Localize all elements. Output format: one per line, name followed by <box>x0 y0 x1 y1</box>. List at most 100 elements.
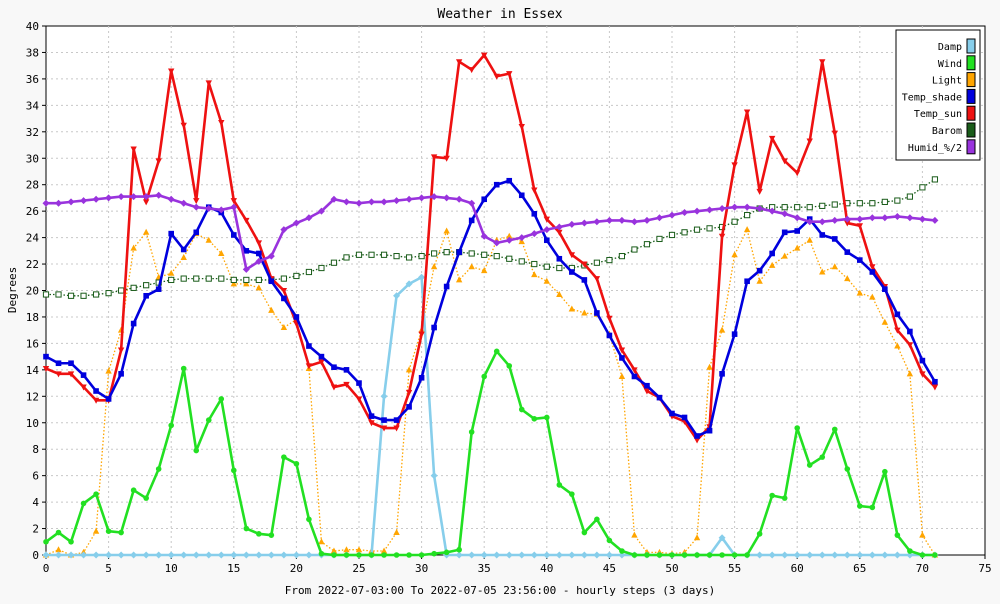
y-tick-label: 12 <box>26 390 39 403</box>
data-point-wind <box>155 466 162 472</box>
data-point-humid-2 <box>906 214 914 222</box>
data-point-light <box>844 275 851 282</box>
data-point-humid-2 <box>618 216 626 224</box>
data-point-humid-2 <box>630 218 638 226</box>
series-temp-sun <box>42 52 939 444</box>
data-point-damp <box>280 551 288 559</box>
x-tick-label: 60 <box>791 562 804 575</box>
data-point-wind <box>130 487 137 493</box>
data-point-damp <box>505 551 513 559</box>
data-point-wind <box>418 552 425 558</box>
data-point-wind <box>681 552 688 558</box>
data-point-barom <box>656 235 663 243</box>
data-point-temp-shade <box>343 367 350 373</box>
data-point-temp-shade <box>706 427 713 434</box>
data-point-temp-shade <box>193 229 200 236</box>
data-point-barom <box>543 263 550 270</box>
data-point-barom <box>894 197 901 204</box>
data-point-barom <box>681 229 688 236</box>
data-point-humid-2 <box>881 214 889 222</box>
data-point-temp-shade <box>844 249 851 255</box>
data-point-damp <box>605 551 613 559</box>
data-point-barom <box>318 264 325 272</box>
data-point-temp-sun <box>42 366 50 373</box>
data-point-wind <box>243 525 250 532</box>
data-point-barom <box>355 251 363 258</box>
legend-label-temp-sun: Temp_sun <box>914 109 962 120</box>
data-point-humid-2 <box>580 219 588 227</box>
data-point-temp-shade <box>468 217 475 224</box>
data-point-damp <box>117 551 125 559</box>
legend-swatch-damp <box>966 38 976 54</box>
data-point-barom <box>405 254 413 261</box>
data-point-temp-sun <box>631 367 638 374</box>
data-point-humid-2 <box>568 220 576 228</box>
data-point-wind <box>456 546 462 553</box>
data-point-temp-shade <box>869 269 876 275</box>
data-point-temp-sun <box>455 59 463 66</box>
y-tick-label: 28 <box>26 179 39 192</box>
data-point-wind <box>744 552 750 558</box>
data-point-temp-shade <box>231 232 237 238</box>
y-tick-label: 24 <box>26 232 40 245</box>
data-point-light <box>443 227 450 234</box>
data-point-temp-shade <box>644 382 650 389</box>
data-point-wind <box>443 549 450 556</box>
data-point-temp-shade <box>268 278 275 285</box>
data-point-wind <box>769 492 775 499</box>
data-point-barom <box>55 291 62 298</box>
y-tick-label: 0 <box>32 549 39 562</box>
x-tick-label: 65 <box>853 562 866 575</box>
data-point-temp-shade <box>55 360 62 367</box>
data-point-damp <box>192 551 200 559</box>
data-point-humid-2 <box>693 207 701 215</box>
data-point-light <box>468 263 475 270</box>
data-point-humid-2 <box>655 214 663 222</box>
data-point-barom <box>493 253 500 260</box>
data-point-temp-shade <box>719 371 725 377</box>
data-point-damp <box>405 280 413 288</box>
data-point-temp-sun <box>743 109 751 116</box>
data-point-temp-shade <box>681 414 688 421</box>
data-point-temp-shade <box>406 404 412 410</box>
data-point-temp-sun <box>330 384 338 391</box>
data-point-light <box>618 372 626 379</box>
data-point-damp <box>543 551 551 559</box>
data-point-damp <box>42 551 50 559</box>
data-point-humid-2 <box>192 203 200 211</box>
data-point-humid-2 <box>317 207 325 215</box>
data-point-temp-sun <box>218 120 225 127</box>
data-point-barom <box>380 251 388 258</box>
data-point-light <box>693 534 701 541</box>
data-point-damp <box>493 551 501 559</box>
data-point-humid-2 <box>543 226 551 234</box>
data-point-damp <box>518 551 526 559</box>
data-point-wind <box>393 552 400 558</box>
x-tick-label: 55 <box>728 562 741 575</box>
data-point-humid-2 <box>105 194 113 202</box>
data-point-temp-sun <box>117 347 125 354</box>
data-point-light <box>731 251 738 258</box>
data-point-humid-2 <box>292 219 300 227</box>
data-point-temp-sun <box>130 146 137 153</box>
data-point-temp-sun <box>243 217 250 224</box>
data-point-humid-2 <box>393 197 401 205</box>
data-point-temp-sun <box>731 162 738 169</box>
data-point-temp-sun <box>92 397 100 404</box>
data-point-temp-shade <box>118 371 124 377</box>
data-point-barom <box>330 259 338 266</box>
data-point-damp <box>718 534 726 542</box>
data-point-temp-shade <box>393 417 400 423</box>
data-point-wind <box>518 406 525 413</box>
data-point-temp-shade <box>105 396 112 402</box>
data-point-damp <box>781 551 789 559</box>
data-point-light <box>430 263 438 270</box>
data-point-temp-shade <box>594 310 600 316</box>
data-point-light <box>919 531 926 538</box>
data-point-damp <box>768 551 776 559</box>
data-point-temp-sun <box>581 261 588 268</box>
data-point-humid-2 <box>831 216 839 224</box>
data-point-damp <box>843 551 851 559</box>
data-point-humid-2 <box>818 218 826 226</box>
data-point-wind <box>193 447 200 454</box>
